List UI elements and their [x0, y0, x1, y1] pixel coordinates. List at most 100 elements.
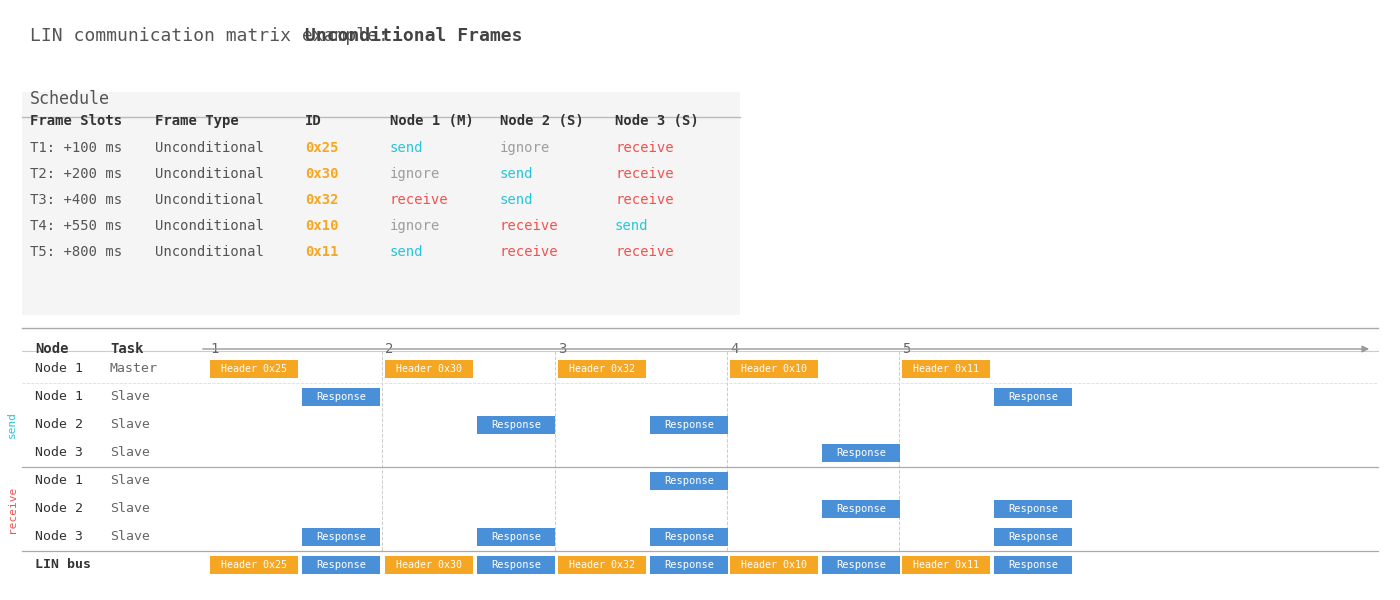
FancyBboxPatch shape [477, 528, 554, 546]
Text: Node 2 (S): Node 2 (S) [500, 114, 584, 128]
Text: Response: Response [491, 560, 540, 570]
FancyBboxPatch shape [210, 556, 298, 574]
Text: 0x10: 0x10 [305, 219, 339, 233]
Text: 0x32: 0x32 [305, 193, 339, 207]
Text: receive: receive [7, 485, 17, 533]
Text: 0x11: 0x11 [305, 245, 339, 259]
Text: T5: +800 ms: T5: +800 ms [29, 245, 122, 259]
Text: receive: receive [500, 219, 559, 233]
Text: Header 0x25: Header 0x25 [221, 560, 287, 570]
FancyBboxPatch shape [650, 528, 728, 546]
FancyBboxPatch shape [729, 556, 818, 574]
Text: receive: receive [615, 193, 673, 207]
Text: ignore: ignore [391, 167, 440, 181]
FancyBboxPatch shape [559, 360, 645, 378]
Text: Slave: Slave [111, 503, 150, 515]
Text: Node 1: Node 1 [35, 362, 83, 376]
Text: send: send [615, 219, 648, 233]
Text: receive: receive [615, 141, 673, 155]
FancyBboxPatch shape [302, 556, 379, 574]
Text: Unconditional: Unconditional [155, 167, 263, 181]
Text: Response: Response [1008, 392, 1058, 402]
Text: Node 1: Node 1 [35, 475, 83, 487]
Text: receive: receive [500, 245, 559, 259]
FancyBboxPatch shape [729, 360, 818, 378]
Text: Header 0x32: Header 0x32 [568, 364, 636, 374]
Text: Slave: Slave [111, 530, 150, 544]
Text: Node 3: Node 3 [35, 446, 83, 460]
Text: Response: Response [664, 560, 714, 570]
Text: Header 0x10: Header 0x10 [741, 364, 806, 374]
Text: Response: Response [1008, 532, 1058, 542]
Text: Header 0x30: Header 0x30 [396, 364, 462, 374]
Text: Response: Response [316, 392, 365, 402]
Text: send: send [500, 167, 533, 181]
Text: Node 3: Node 3 [35, 530, 83, 544]
Text: Response: Response [836, 560, 886, 570]
Text: Slave: Slave [111, 475, 150, 487]
Text: Node 3 (S): Node 3 (S) [615, 114, 699, 128]
Text: Slave: Slave [111, 419, 150, 431]
Text: Slave: Slave [111, 446, 150, 460]
Text: Header 0x11: Header 0x11 [913, 560, 979, 570]
FancyBboxPatch shape [650, 472, 728, 490]
Text: Response: Response [836, 448, 886, 458]
FancyBboxPatch shape [994, 528, 1072, 546]
Text: Unconditional Frames: Unconditional Frames [305, 27, 524, 45]
Text: Frame Type: Frame Type [155, 114, 239, 128]
Text: send: send [391, 141, 423, 155]
Text: Unconditional: Unconditional [155, 141, 263, 155]
Text: ID: ID [305, 114, 322, 128]
Text: 3: 3 [559, 342, 567, 356]
Text: Header 0x25: Header 0x25 [221, 364, 287, 374]
FancyBboxPatch shape [22, 92, 741, 315]
Text: Response: Response [1008, 504, 1058, 514]
Text: Unconditional: Unconditional [155, 219, 263, 233]
Text: T1: +100 ms: T1: +100 ms [29, 141, 122, 155]
Text: 1: 1 [210, 342, 218, 356]
Text: Response: Response [316, 532, 365, 542]
Text: T2: +200 ms: T2: +200 ms [29, 167, 122, 181]
Text: Response: Response [491, 532, 540, 542]
Text: send: send [7, 412, 17, 439]
FancyBboxPatch shape [822, 556, 900, 574]
Text: Header 0x30: Header 0x30 [396, 560, 462, 570]
Text: Header 0x11: Header 0x11 [913, 364, 979, 374]
Text: LIN communication matrix example:: LIN communication matrix example: [29, 27, 400, 45]
Text: Task: Task [111, 342, 143, 356]
Text: Response: Response [664, 532, 714, 542]
FancyBboxPatch shape [650, 556, 728, 574]
Text: send: send [500, 193, 533, 207]
Text: receive: receive [615, 167, 673, 181]
Text: ignore: ignore [391, 219, 440, 233]
Text: 2: 2 [385, 342, 393, 356]
Text: Response: Response [1008, 560, 1058, 570]
Text: Node: Node [35, 342, 69, 356]
Text: send: send [391, 245, 423, 259]
Text: Node 2: Node 2 [35, 419, 83, 431]
Text: T4: +550 ms: T4: +550 ms [29, 219, 122, 233]
Text: Node 1: Node 1 [35, 391, 83, 403]
Text: Slave: Slave [111, 391, 150, 403]
FancyBboxPatch shape [477, 556, 554, 574]
Text: 4: 4 [729, 342, 738, 356]
Text: 0x25: 0x25 [305, 141, 339, 155]
FancyBboxPatch shape [994, 556, 1072, 574]
Text: Response: Response [664, 420, 714, 430]
Text: LIN bus: LIN bus [35, 559, 91, 571]
FancyBboxPatch shape [559, 556, 645, 574]
Text: Response: Response [316, 560, 365, 570]
Text: Response: Response [836, 504, 886, 514]
FancyBboxPatch shape [902, 556, 990, 574]
Text: Header 0x32: Header 0x32 [568, 560, 636, 570]
Text: Node 1 (M): Node 1 (M) [391, 114, 473, 128]
FancyBboxPatch shape [302, 388, 379, 406]
Text: Response: Response [664, 476, 714, 486]
Text: Unconditional: Unconditional [155, 193, 263, 207]
FancyBboxPatch shape [994, 500, 1072, 518]
Text: 0x30: 0x30 [305, 167, 339, 181]
Text: receive: receive [391, 193, 448, 207]
Text: Master: Master [111, 362, 158, 376]
FancyBboxPatch shape [477, 416, 554, 434]
FancyBboxPatch shape [994, 388, 1072, 406]
